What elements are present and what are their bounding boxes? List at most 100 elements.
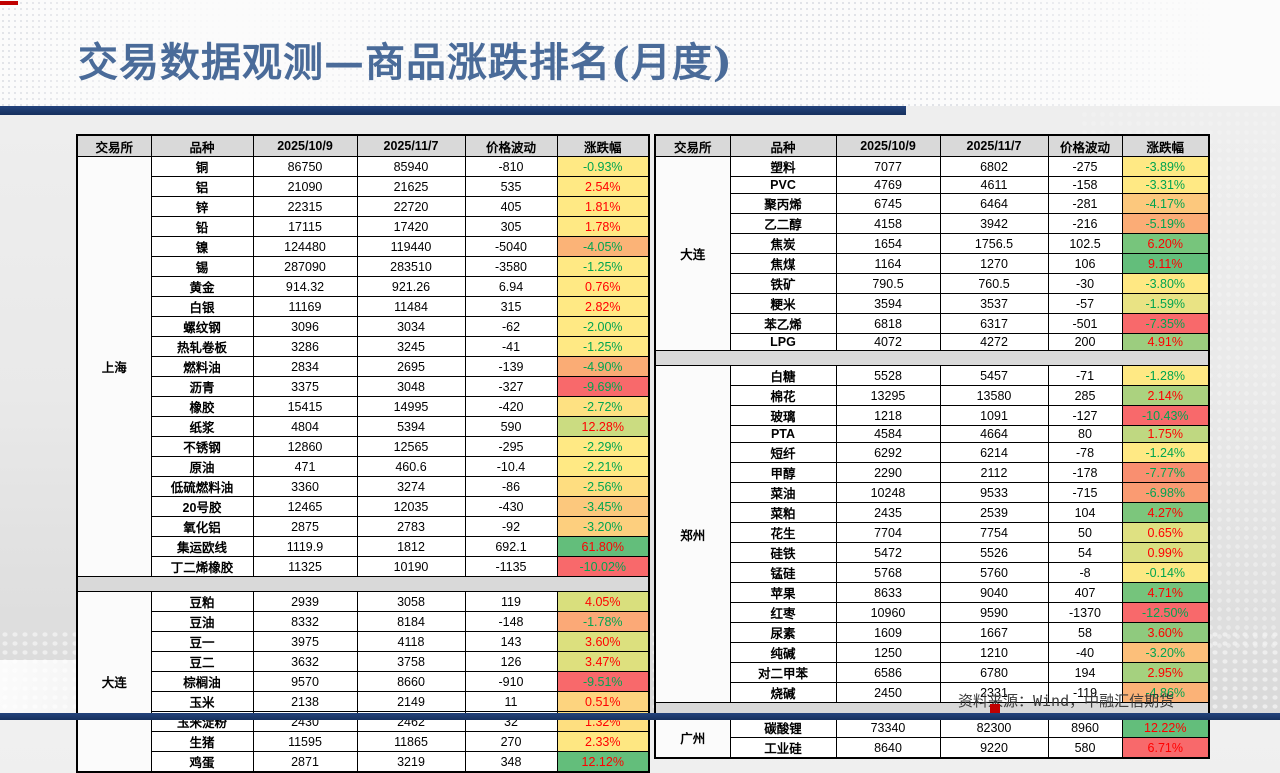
table-right: 交易所 品种 2025/10/9 2025/11/7 价格波动 涨跌幅 大连 塑料 7077 68…: [654, 134, 1210, 759]
pct-cell: 3.47%: [556, 651, 650, 672]
variety-cell: 塑料: [729, 156, 837, 177]
curr-price-cell: 460.6: [356, 456, 466, 477]
delta-cell: 305: [464, 216, 558, 237]
curr-price-cell: 283510: [356, 256, 466, 277]
variety-cell: 白糖: [729, 365, 837, 386]
column-header: 2025/11/7: [939, 134, 1049, 157]
table-row: 纯碱 1250 1210 -40 -3.20%: [655, 642, 1210, 663]
prev-price-cell: 2834: [252, 356, 358, 377]
curr-price-cell: 3048: [356, 376, 466, 397]
pct-cell: -10.43%: [1121, 405, 1210, 426]
table-row: 苹果 8633 9040 407 4.71%: [655, 582, 1210, 603]
pct-cell: 9.11%: [1121, 253, 1210, 274]
table-row: 郑州 白糖 5528 5457 -71 -1.28%: [654, 365, 1210, 703]
commodity-table-right: 交易所 品种 2025/10/9 2025/11/7 价格波动 涨跌幅 大连 塑料 7077 68…: [654, 134, 1210, 759]
variety-cell: 橡胶: [150, 396, 254, 417]
curr-price-cell: 6780: [939, 662, 1049, 683]
variety-cell: 硅铁: [729, 542, 837, 563]
variety-cell: 锌: [150, 196, 254, 217]
curr-price-cell: 22720: [356, 196, 466, 217]
table-row: 丁二烯橡胶 11325 10190 -1135 -10.02%: [77, 556, 650, 577]
column-header: 2025/11/7: [356, 134, 466, 157]
column-header: 交易所: [76, 134, 152, 157]
delta-cell: 8960: [1047, 717, 1123, 738]
variety-cell: 氧化铝: [150, 516, 254, 537]
pct-cell: -7.35%: [1121, 313, 1210, 334]
delta-cell: 50: [1047, 522, 1123, 543]
pct-cell: -2.72%: [556, 396, 650, 417]
prev-price-cell: 1609: [835, 622, 941, 643]
delta-cell: -501: [1047, 313, 1123, 334]
delta-cell: -92: [464, 516, 558, 537]
delta-cell: 6.94: [464, 276, 558, 297]
delta-cell: 119: [464, 591, 558, 612]
delta-cell: 200: [1047, 333, 1123, 351]
delta-cell: -5040: [464, 236, 558, 257]
variety-cell: 菜油: [729, 482, 837, 503]
pct-cell: 2.54%: [556, 176, 650, 197]
prev-price-cell: 5768: [835, 562, 941, 583]
pct-cell: 61.80%: [556, 536, 650, 557]
pct-cell: -3.80%: [1121, 273, 1210, 294]
prev-price-cell: 2435: [835, 502, 941, 523]
table-row: 尿素 1609 1667 58 3.60%: [655, 622, 1210, 643]
table-row: 铝 21090 21625 535 2.54%: [77, 176, 650, 197]
variety-cell: 铅: [150, 216, 254, 237]
curr-price-cell: 7754: [939, 522, 1049, 543]
delta-cell: 407: [1047, 582, 1123, 603]
variety-cell: 沥青: [150, 376, 254, 397]
curr-price-cell: 5526: [939, 542, 1049, 563]
variety-cell: 豆二: [150, 651, 254, 672]
table-row: 沥青 3375 3048 -327 -9.69%: [77, 376, 650, 397]
curr-price-cell: 6214: [939, 442, 1049, 463]
pct-cell: -3.20%: [1121, 642, 1210, 663]
source-note: 资料来源：Wind，中融汇信期货: [958, 692, 1175, 710]
pct-cell: -3.20%: [556, 516, 650, 537]
curr-price-cell: 2783: [356, 516, 466, 537]
table-row: 低硫燃料油 3360 3274 -86 -2.56%: [77, 476, 650, 497]
prev-price-cell: 5472: [835, 542, 941, 563]
table-row: 生猪 11595 11865 270 2.33%: [77, 731, 650, 752]
column-header: 品种: [150, 134, 254, 157]
curr-price-cell: 2331: [939, 682, 1049, 703]
pct-cell: 4.91%: [1121, 333, 1210, 351]
delta-cell: 106: [1047, 253, 1123, 274]
delta-cell: -148: [464, 611, 558, 632]
variety-cell: 玻璃: [729, 405, 837, 426]
pct-cell: -1.78%: [556, 611, 650, 632]
variety-cell: 铜: [150, 156, 254, 177]
section-separator: [77, 576, 649, 592]
table-row: 广州 碳酸锂 73340 82300 8960 12.22%: [654, 717, 1210, 759]
pct-cell: -4.90%: [556, 356, 650, 377]
column-header: 价格波动: [1047, 134, 1123, 157]
table-row: 20号胶 12465 12035 -430 -3.45%: [77, 496, 650, 517]
delta-cell: -327: [464, 376, 558, 397]
delta-cell: -295: [464, 436, 558, 457]
table-row: 黄金 914.32 921.26 6.94 0.76%: [77, 276, 650, 297]
prev-price-cell: 73340: [835, 717, 941, 738]
curr-price-cell: 6464: [939, 193, 1049, 214]
table-row: 硅铁 5472 5526 54 0.99%: [655, 542, 1210, 563]
curr-price-cell: 1756.5: [939, 233, 1049, 254]
prev-price-cell: 1164: [835, 253, 941, 274]
curr-price-cell: 85940: [356, 156, 466, 177]
curr-price-cell: 2695: [356, 356, 466, 377]
pct-cell: -2.29%: [556, 436, 650, 457]
variety-cell: LPG: [729, 333, 837, 351]
variety-cell: 锡: [150, 256, 254, 277]
table-row: PVC 4769 4611 -158 -3.31%: [655, 176, 1210, 194]
curr-price-cell: 9040: [939, 582, 1049, 603]
curr-price-cell: 2112: [939, 462, 1049, 483]
prev-price-cell: 10248: [835, 482, 941, 503]
pct-cell: 1.75%: [1121, 425, 1210, 443]
variety-cell: 烧碱: [729, 682, 837, 703]
prev-price-cell: 8332: [252, 611, 358, 632]
table-row: 热轧卷板 3286 3245 -41 -1.25%: [77, 336, 650, 357]
delta-cell: -78: [1047, 442, 1123, 463]
table-row: 铅 17115 17420 305 1.78%: [77, 216, 650, 237]
variety-cell: 乙二醇: [729, 213, 837, 234]
table-row: LPG 4072 4272 200 4.91%: [655, 333, 1210, 351]
delta-cell: -41: [464, 336, 558, 357]
variety-cell: 粳米: [729, 293, 837, 314]
prev-price-cell: 6586: [835, 662, 941, 683]
